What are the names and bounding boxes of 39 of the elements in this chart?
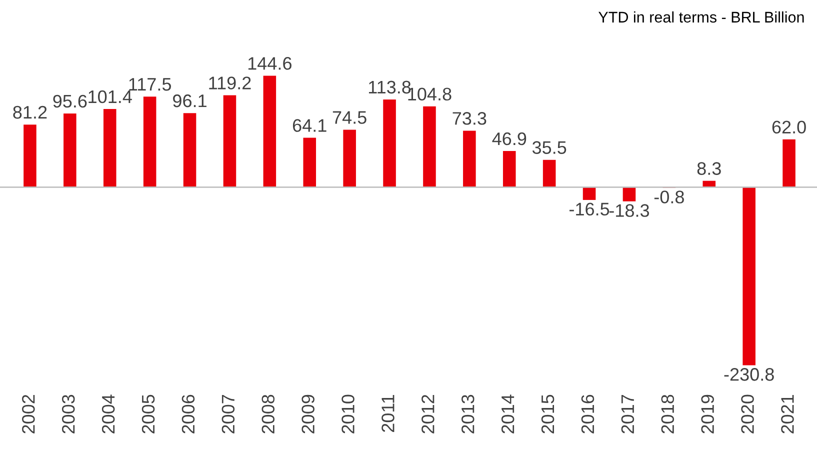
x-tick-label: 2011 — [382, 394, 394, 432]
data-label: 46.9 — [492, 132, 526, 146]
data-label: -16.5 — [570, 202, 610, 216]
data-label: 35.5 — [532, 141, 566, 154]
x-tick-label: 2004 — [102, 394, 115, 434]
data-label: 117.5 — [129, 78, 171, 91]
data-label: 101.4 — [88, 90, 132, 104]
x-tick-label: 2016 — [581, 394, 594, 434]
data-label: -0.8 — [654, 190, 684, 204]
data-label: 81.2 — [13, 106, 47, 119]
x-tick-label: 2021 — [781, 394, 794, 434]
x-tick-label: 2006 — [182, 394, 195, 434]
data-label: 62.0 — [772, 120, 806, 134]
data-label: 144.6 — [248, 57, 292, 70]
data-label: -18.3 — [609, 204, 650, 217]
x-tick-label: 2014 — [501, 394, 514, 434]
x-tick-label: 2020 — [741, 394, 754, 434]
x-tick-label: 2012 — [422, 394, 434, 434]
data-label: 64.1 — [292, 119, 326, 132]
data-label: 119.2 — [209, 76, 251, 90]
data-label: 74.5 — [332, 111, 366, 124]
data-label: 95.6 — [53, 94, 87, 108]
x-tick-label: 2019 — [701, 394, 714, 434]
x-tick-label: 2007 — [222, 394, 235, 434]
x-tick-label: 2017 — [621, 394, 634, 434]
x-tick-label: 2008 — [262, 394, 275, 434]
x-tick-label: 2009 — [302, 394, 314, 434]
data-label: 8.3 — [697, 162, 721, 175]
x-tick-label: 2005 — [142, 394, 155, 434]
x-tick-label: 2010 — [342, 394, 354, 434]
data-label: 96.1 — [173, 94, 206, 108]
x-tick-label: 2018 — [661, 394, 674, 434]
chart-title: YTD in real terms - BRL Billion — [598, 11, 804, 23]
x-tick-label: 2015 — [541, 394, 554, 434]
data-label: 73.3 — [452, 112, 486, 125]
x-tick-label: 2002 — [22, 394, 35, 434]
x-tick-label: 2013 — [461, 394, 474, 434]
x-tick-label: 2003 — [62, 394, 75, 434]
data-label: -230.8 — [724, 368, 774, 381]
